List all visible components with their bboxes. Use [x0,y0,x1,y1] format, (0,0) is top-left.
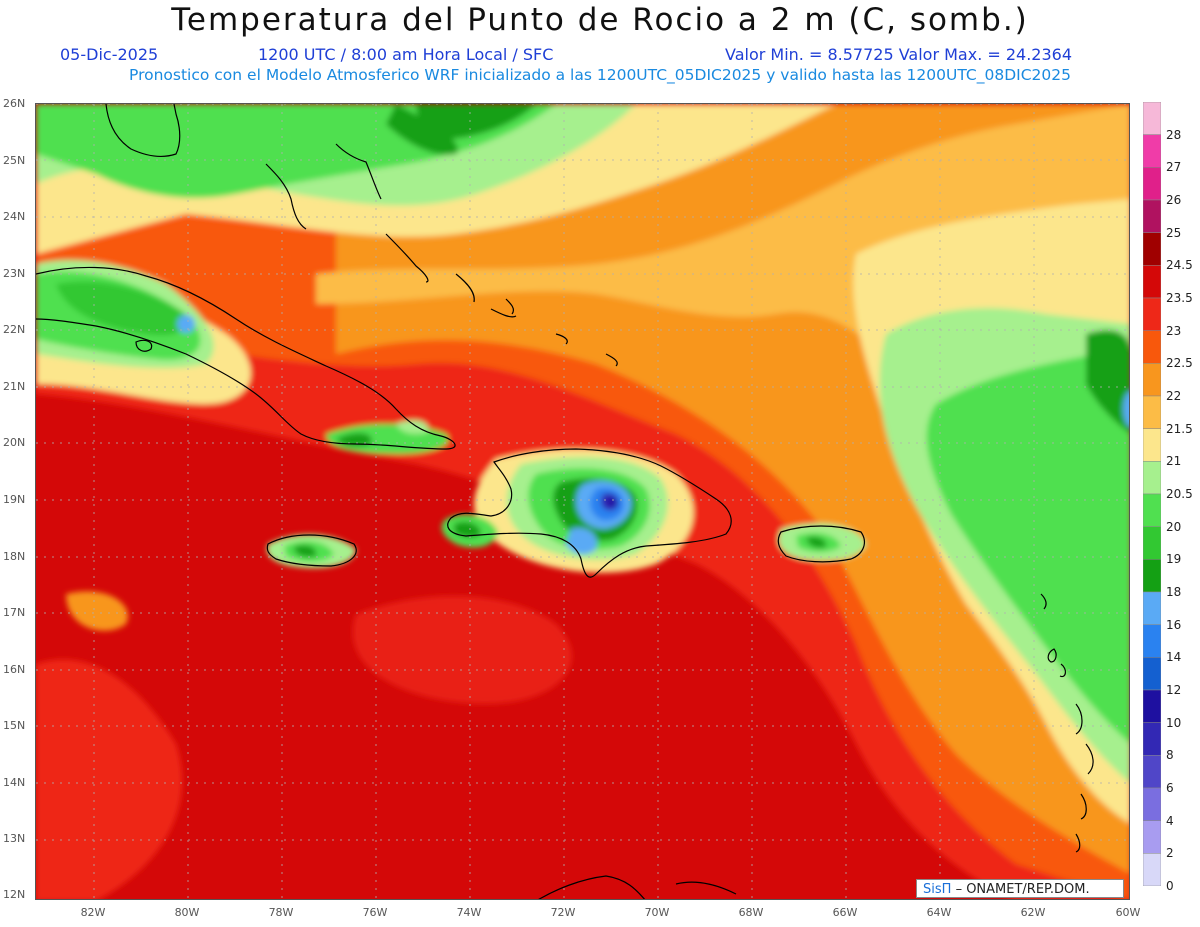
colorbar-swatch [1143,689,1161,723]
lon-label: 64W [926,906,952,919]
colorbar-label: 25 [1166,225,1182,240]
colorbar-label: 8 [1166,748,1174,763]
lon-label: 72W [550,906,576,919]
colorbar-swatch [1143,461,1161,495]
colorbar-swatch [1143,330,1161,364]
colorbar-label: 16 [1166,617,1182,632]
colorbar-label: 26 [1166,193,1182,207]
lon-label: 78W [268,906,294,919]
colorbar-label: 12 [1166,683,1182,697]
dewpoint-field [36,104,1129,899]
lon-label: 82W [80,906,106,919]
colorbar-swatch [1143,265,1161,299]
colorbar-swatch [1143,820,1161,854]
colorbar-swatch [1143,428,1161,462]
colorbar-swatch [1143,167,1161,201]
coastlines [36,104,1094,899]
colorbar-swatch [1143,853,1161,886]
colorbar-label: 2 [1166,846,1174,861]
lat-label: 16N [3,663,26,676]
colorbar-swatch [1143,199,1161,233]
lat-label: 24N [3,210,26,223]
lon-label: 80W [174,906,200,919]
colorbar-label: 6 [1166,781,1174,795]
colorbar-label: 22 [1166,389,1182,403]
credit-brand: SisΠ [923,882,952,897]
colorbar-swatch [1143,624,1161,658]
forecast-date: 05-Dic-2025 [60,45,159,64]
lon-label: 62W [1020,906,1046,919]
lat-label: 25N [3,154,26,167]
lon-label: 76W [362,906,388,919]
forecast-note: Pronostico con el Modelo Atmosferico WRF… [129,66,1071,84]
lon-label: 68W [738,906,764,919]
dewpoint-map [35,103,1130,900]
colorbar-swatch [1143,591,1161,625]
lat-label: 15N [3,719,26,732]
colorbar [1143,102,1161,886]
lon-label: 70W [644,906,670,919]
colorbar-swatch [1143,297,1161,331]
colorbar-label: 23 [1166,323,1182,338]
lon-label: 74W [456,906,482,919]
lat-label: 18N [3,550,26,563]
colorbar-label: 20.5 [1166,487,1193,501]
colorbar-label: 20 [1166,519,1182,534]
lat-label: 26N [3,97,26,110]
forecast-time: 1200 UTC / 8:00 am Hora Local / SFC [258,45,554,64]
colorbar-label: 10 [1166,715,1182,730]
colorbar-label: 19 [1166,552,1182,567]
lat-label: 21N [3,380,26,393]
colorbar-label: 23.5 [1166,291,1193,305]
lat-label: 23N [3,267,26,280]
lon-label: 60W [1115,906,1141,919]
colorbar-swatch [1143,526,1161,560]
colorbar-swatch [1143,102,1161,135]
colorbar-swatch [1143,755,1161,789]
colorbar-swatch [1143,722,1161,756]
lat-label: 13N [3,832,26,845]
colorbar-swatch [1143,134,1161,168]
colorbar-label: 14 [1166,650,1182,665]
colorbar-label: 18 [1166,585,1182,599]
credit-box: SisΠ – ONAMET/REP.DOM. [916,879,1124,898]
lat-label: 12N [3,888,26,901]
lat-label: 14N [3,776,26,789]
colorbar-swatch [1143,395,1161,429]
colorbar-swatch [1143,232,1161,266]
colorbar-label: 21 [1166,454,1182,469]
colorbar-swatch [1143,559,1161,593]
colorbar-swatch [1143,657,1161,691]
credit-text: – ONAMET/REP.DOM. [955,882,1090,897]
colorbar-label: 21.5 [1166,421,1193,436]
map-title: Temperatura del Punto de Rocio a 2 m (C,… [171,2,1029,38]
colorbar-label: 0 [1166,879,1174,893]
lon-label: 66W [832,906,858,919]
lat-label: 22N [3,323,26,336]
colorbar-label: 22.5 [1166,356,1193,371]
colorbar-swatch [1143,787,1161,821]
colorbar-label: 4 [1166,813,1174,828]
colorbar-label: 24.5 [1166,258,1193,273]
colorbar-swatch [1143,493,1161,527]
lat-label: 19N [3,493,26,506]
colorbar-swatch [1143,363,1161,397]
lat-label: 20N [3,436,26,449]
min-max-values: Valor Min. = 8.57725 Valor Max. = 24.236… [725,45,1073,64]
colorbar-label: 28 [1166,127,1182,142]
lat-lon-grid [36,104,1129,899]
lat-label: 17N [3,606,26,619]
colorbar-label: 27 [1166,160,1182,175]
